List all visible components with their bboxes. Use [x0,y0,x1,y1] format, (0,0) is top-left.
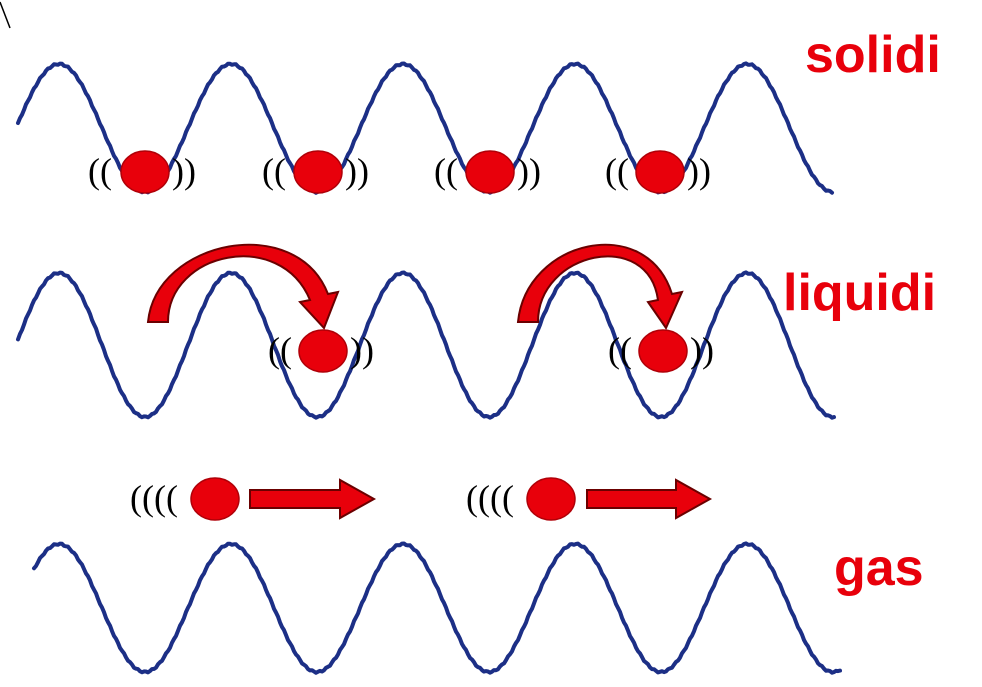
vibration-marks-left: (( [88,151,112,191]
label-liquidi: liquidi [783,264,936,322]
solid-particle-4: (( )) [605,150,711,194]
vibration-marks-right: )) [172,151,196,191]
label-solidi: solidi [805,26,941,84]
particle [120,150,170,194]
particle [635,150,685,194]
motion-arrow-1 [249,478,377,520]
vibration-marks-left: (((( [130,478,178,518]
vibration-marks-left: (( [268,330,292,370]
vibration-marks-right: )) [690,330,714,370]
solid-particle-2: (( )) [262,150,369,194]
vibration-marks-left: (((( [466,478,514,518]
particle [298,329,348,373]
liquid-particle-1: (( )) [268,329,374,373]
gas-particle-2: (((( [466,477,576,521]
particle [465,150,515,194]
gas-particle-1: (((( [130,477,240,521]
liquid-particle-2: (( )) [608,329,714,373]
particle [293,150,343,194]
solid-particle-1: (( )) [88,150,196,194]
vibration-marks-left: (( [434,151,458,191]
vibration-marks-right: )) [350,330,374,370]
vibration-marks-left: (( [608,330,632,370]
motion-arrow-2 [586,478,713,520]
particle [190,477,240,521]
label-gas: gas [834,539,924,597]
particle [526,477,576,521]
vibration-marks-left: (( [262,151,286,191]
vibration-marks-right: )) [345,151,369,191]
vibration-marks-left: (( [605,151,629,191]
potential-wave-liquid [16,270,836,420]
solid-particle-3: (( )) [434,150,541,194]
hop-arrow-1 [146,243,340,330]
hop-arrow-2 [516,243,684,331]
potential-wave-gas [32,541,842,675]
vibration-marks-right: )) [517,151,541,191]
corner-tick [0,1,11,29]
vibration-marks-right: )) [687,151,711,191]
particle [638,329,688,373]
